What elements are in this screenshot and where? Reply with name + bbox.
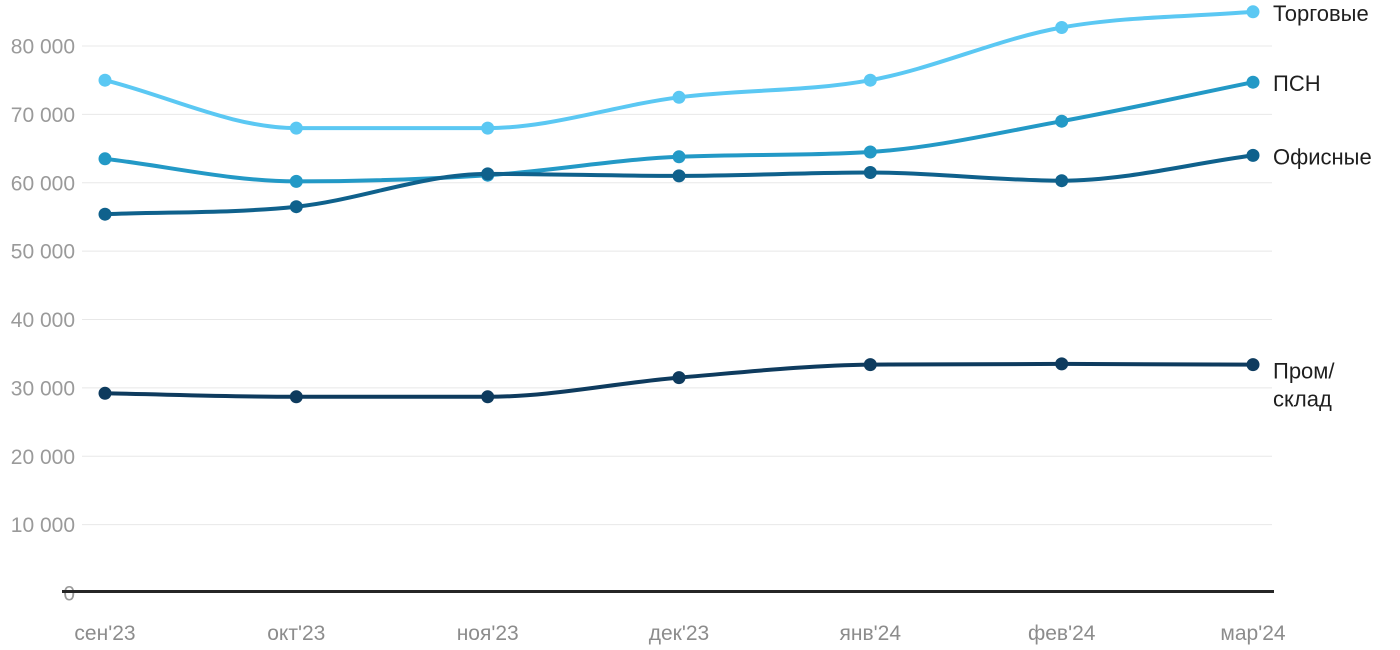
y-axis-tick-label: 60 000 [11, 172, 75, 195]
data-point-prom-sklad [1246, 358, 1260, 372]
series-line-torgovye [103, 9, 1255, 131]
data-point-torgovye [863, 73, 877, 87]
y-axis-tick-label: 30 000 [11, 377, 75, 400]
data-point-psn [672, 150, 686, 164]
data-point-prom-sklad [481, 390, 495, 404]
x-axis-tick-label: ноя'23 [457, 622, 519, 645]
x-axis-tick-label: сен'23 [74, 622, 135, 645]
data-point-ofisnye [1246, 148, 1260, 162]
data-point-torgovye [98, 73, 112, 87]
data-point-torgovye [289, 121, 303, 135]
data-point-torgovye [481, 121, 495, 135]
series-label-prom-sklad: Пром/ [1273, 359, 1335, 384]
y-axis-tick-label: 40 000 [11, 309, 75, 332]
x-axis-tick-label: окт'23 [267, 622, 325, 645]
y-axis-tick-label: 20 000 [11, 446, 75, 469]
data-point-prom-sklad [98, 386, 112, 400]
data-point-prom-sklad [672, 371, 686, 385]
data-point-torgovye [1055, 21, 1069, 34]
data-point-psn [863, 145, 877, 159]
data-point-psn [1055, 114, 1069, 128]
y-axis-tick-label: 0 [63, 583, 75, 606]
data-point-torgovye [1246, 5, 1260, 19]
x-axis-tick-label: дек'23 [649, 622, 710, 645]
data-point-psn [289, 174, 303, 188]
data-point-psn [98, 152, 112, 166]
data-point-ofisnye [863, 166, 877, 179]
data-point-torgovye [672, 90, 686, 104]
series-line-ofisnye [103, 153, 1255, 217]
x-axis-tick-label: фев'24 [1028, 622, 1096, 645]
x-axis-tick-label: янв'24 [840, 622, 902, 645]
data-point-ofisnye [672, 169, 686, 183]
series-label-psn: ПСН [1273, 71, 1321, 96]
data-point-ofisnye [98, 207, 112, 221]
x-axis-tick-label: мар'24 [1220, 622, 1285, 645]
y-axis-tick-label: 80 000 [11, 36, 75, 59]
data-point-ofisnye [289, 200, 303, 214]
y-axis-tick-label: 50 000 [11, 241, 75, 264]
series-label-prom-sklad: склад [1273, 387, 1332, 412]
data-point-psn [1246, 75, 1260, 89]
data-point-prom-sklad [863, 358, 877, 372]
series-label-torgovye: Торговые [1273, 1, 1369, 26]
data-point-prom-sklad [289, 390, 303, 404]
y-axis-tick-label: 70 000 [11, 104, 75, 127]
series-label-ofisnye: Офисные [1273, 144, 1372, 169]
y-axis-tick-label: 10 000 [11, 514, 75, 537]
data-point-ofisnye [1055, 174, 1069, 188]
data-point-prom-sklad [1055, 357, 1069, 371]
data-point-ofisnye [481, 167, 495, 181]
